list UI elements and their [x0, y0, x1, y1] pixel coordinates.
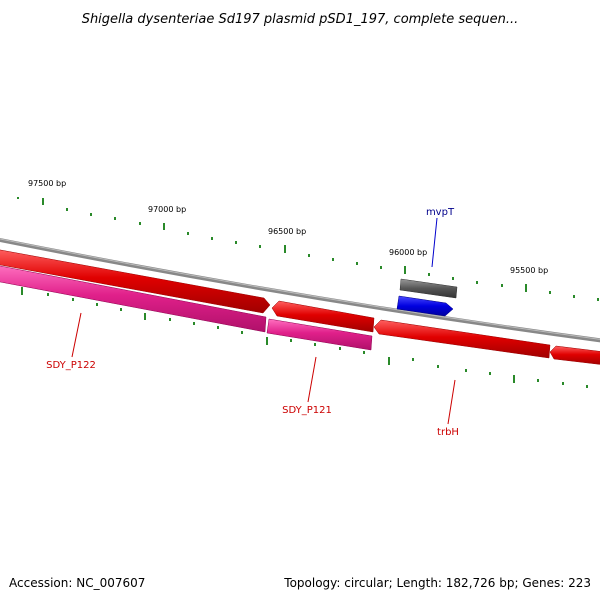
SDY_P122-leader-line — [71, 312, 82, 358]
plasmid-backbone — [0, 237, 600, 343]
gene-label-SDY_P121[interactable]: SDY_P121 — [282, 405, 332, 416]
gene-label-mvpT[interactable]: mvpT — [426, 207, 455, 218]
trbH-leader-line — [447, 379, 456, 425]
tick-label-96000: 96000 bp — [389, 248, 427, 257]
tick-label-97500: 97500 bp — [28, 179, 66, 188]
gene-label-trbH[interactable]: trbH — [437, 427, 459, 438]
map-title: Shigella dysenteriae Sd197 plasmid pSD1_… — [82, 12, 519, 27]
inner-tick-row — [21, 287, 588, 388]
plasmid-backbone-highlight — [0, 238, 600, 340]
SDY_P121-leader-line — [307, 356, 317, 403]
mvpT-leader-line — [431, 217, 438, 268]
feature-blue[interactable] — [396, 295, 454, 317]
gene-forward-2[interactable] — [271, 300, 375, 333]
gene-SDY_P121[interactable] — [266, 318, 373, 351]
outer-tick-row — [17, 197, 599, 301]
tick-label-97000: 97000 bp — [148, 205, 186, 214]
gene-forward-1[interactable] — [0, 249, 271, 314]
tick-label-96500: 96500 bp — [268, 227, 306, 236]
summary-text: Topology: circular; Length: 182,726 bp; … — [283, 576, 591, 590]
gene-label-SDY_P122[interactable]: SDY_P122 — [46, 360, 96, 371]
accession-text: Accession: NC_007607 — [9, 576, 145, 590]
gene-trbH[interactable] — [373, 319, 551, 359]
gene-mvpT[interactable] — [399, 278, 458, 299]
gene-forward-4[interactable] — [549, 345, 600, 365]
tick-label-95500: 95500 bp — [510, 266, 548, 275]
gene-SDY_P122[interactable] — [0, 265, 267, 333]
